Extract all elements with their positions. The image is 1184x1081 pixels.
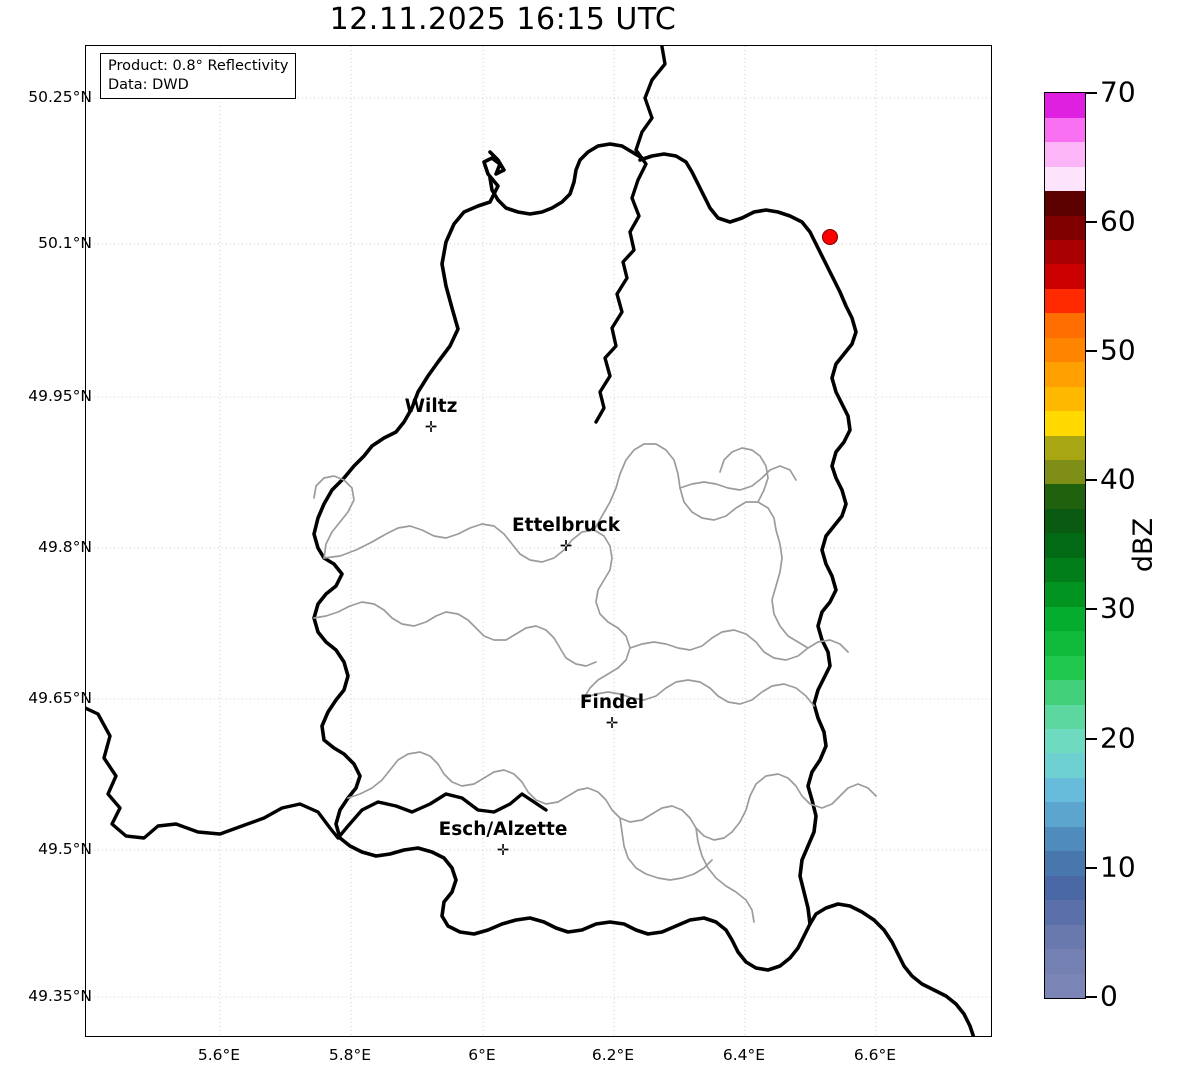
city-label-findel: Findel ✛	[579, 692, 645, 732]
colorbar-band	[1045, 508, 1085, 534]
colorbar-band	[1045, 729, 1085, 754]
colorbar-band	[1045, 680, 1085, 705]
x-tick-label: 6°E	[468, 1046, 496, 1064]
city-label-ettelbruck: Ettelbruck ✛	[511, 515, 621, 555]
x-tick-label: 6.4°E	[722, 1046, 766, 1064]
colorbar-band	[1045, 191, 1085, 216]
x-tick-label: 5.8°E	[328, 1046, 372, 1064]
colorbar-band	[1045, 949, 1085, 974]
colorbar-tick-label: 30	[1100, 591, 1136, 625]
city-marker-icon: ✛	[559, 536, 573, 555]
city-label-esch-alzette: Esch/Alzette ✛	[438, 819, 568, 859]
y-tick-label: 49.5°N	[38, 840, 92, 858]
colorbar-tick-label: 20	[1100, 721, 1136, 755]
colorbar-tick	[1086, 92, 1097, 94]
y-tick-label: 49.35°N	[28, 987, 92, 1005]
colorbar-tick	[1086, 479, 1097, 481]
city-marker-icon: ✛	[496, 840, 510, 859]
colorbar-band	[1045, 875, 1085, 901]
colorbar-band	[1045, 802, 1085, 827]
colorbar-band	[1045, 900, 1085, 925]
y-tick-label: 49.95°N	[28, 387, 92, 405]
colorbar-band	[1045, 142, 1085, 167]
city-marker-icon: ✛	[424, 417, 438, 436]
colorbar-band	[1045, 973, 1085, 998]
colorbar-band	[1045, 313, 1085, 338]
x-tick-label: 5.6°E	[197, 1046, 241, 1064]
y-tick-label: 49.8°N	[38, 538, 92, 556]
colorbar-band	[1045, 582, 1085, 607]
city-name: Wiltz	[404, 396, 458, 417]
info-product: Product: 0.8° Reflectivity	[108, 58, 289, 74]
radar-map-plot[interactable]: Product: 0.8° Reflectivity Data: DWD Wil…	[85, 45, 992, 1037]
city-name: Esch/Alzette	[438, 819, 568, 840]
y-tick-label: 49.65°N	[28, 689, 92, 707]
colorbar-band	[1045, 288, 1085, 314]
colorbar-band	[1045, 631, 1085, 656]
colorbar-band	[1045, 166, 1085, 192]
colorbar-tick-label: 40	[1100, 462, 1136, 496]
colorbar-band	[1045, 484, 1085, 509]
city-name: Findel	[579, 692, 645, 713]
x-tick-label: 6.2°E	[591, 1046, 635, 1064]
colorbar-band	[1045, 655, 1085, 681]
colorbar-band	[1045, 533, 1085, 558]
colorbar-band	[1045, 753, 1085, 778]
colorbar-band	[1045, 557, 1085, 583]
colorbar-tick-label: 10	[1100, 850, 1136, 884]
colorbar-band	[1045, 851, 1085, 876]
colorbar-band	[1045, 337, 1085, 363]
colorbar-tick	[1086, 996, 1097, 998]
colorbar-band	[1045, 704, 1085, 730]
colorbar-tick-label: 50	[1100, 333, 1136, 367]
colorbar-tick	[1086, 350, 1097, 352]
colorbar-band	[1045, 239, 1085, 265]
colorbar-tick	[1086, 867, 1097, 869]
colorbar-band	[1045, 117, 1085, 143]
colorbar-tick-label: 60	[1100, 204, 1136, 238]
radar-site-dot-icon[interactable]	[822, 229, 838, 245]
y-tick-label: 50.25°N	[28, 88, 92, 106]
city-marker-icon: ✛	[605, 713, 619, 732]
colorbar-tick	[1086, 738, 1097, 740]
colorbar-band	[1045, 826, 1085, 852]
colorbar-tick	[1086, 221, 1097, 223]
colorbar-tick-label: 0	[1100, 979, 1118, 1013]
info-box: Product: 0.8° Reflectivity Data: DWD	[100, 53, 297, 100]
map-gridlines	[86, 46, 991, 1036]
colorbar-band	[1045, 777, 1085, 803]
x-tick-label: 6.6°E	[853, 1046, 897, 1064]
colorbar-band	[1045, 386, 1085, 412]
page-title: 12.11.2025 16:15 UTC	[329, 2, 677, 37]
colorbar[interactable]	[1044, 92, 1086, 999]
colorbar-band	[1045, 215, 1085, 240]
colorbar-band	[1045, 924, 1085, 950]
city-name: Ettelbruck	[511, 515, 621, 536]
colorbar-band	[1045, 606, 1085, 632]
colorbar-band	[1045, 362, 1085, 387]
colorbar-band	[1045, 411, 1085, 436]
colorbar-axis-label: dBZ	[1128, 517, 1159, 573]
colorbar-band	[1045, 460, 1085, 485]
y-tick-label: 50.1°N	[38, 234, 92, 252]
colorbar-band	[1045, 435, 1085, 461]
map-borders	[86, 46, 976, 1036]
colorbar-tick	[1086, 608, 1097, 610]
colorbar-tick-label: 70	[1100, 75, 1136, 109]
colorbar-band	[1045, 264, 1085, 289]
city-label-wiltz: Wiltz ✛	[404, 396, 458, 436]
info-data-source: Data: DWD	[108, 76, 189, 93]
colorbar-band	[1045, 93, 1085, 118]
